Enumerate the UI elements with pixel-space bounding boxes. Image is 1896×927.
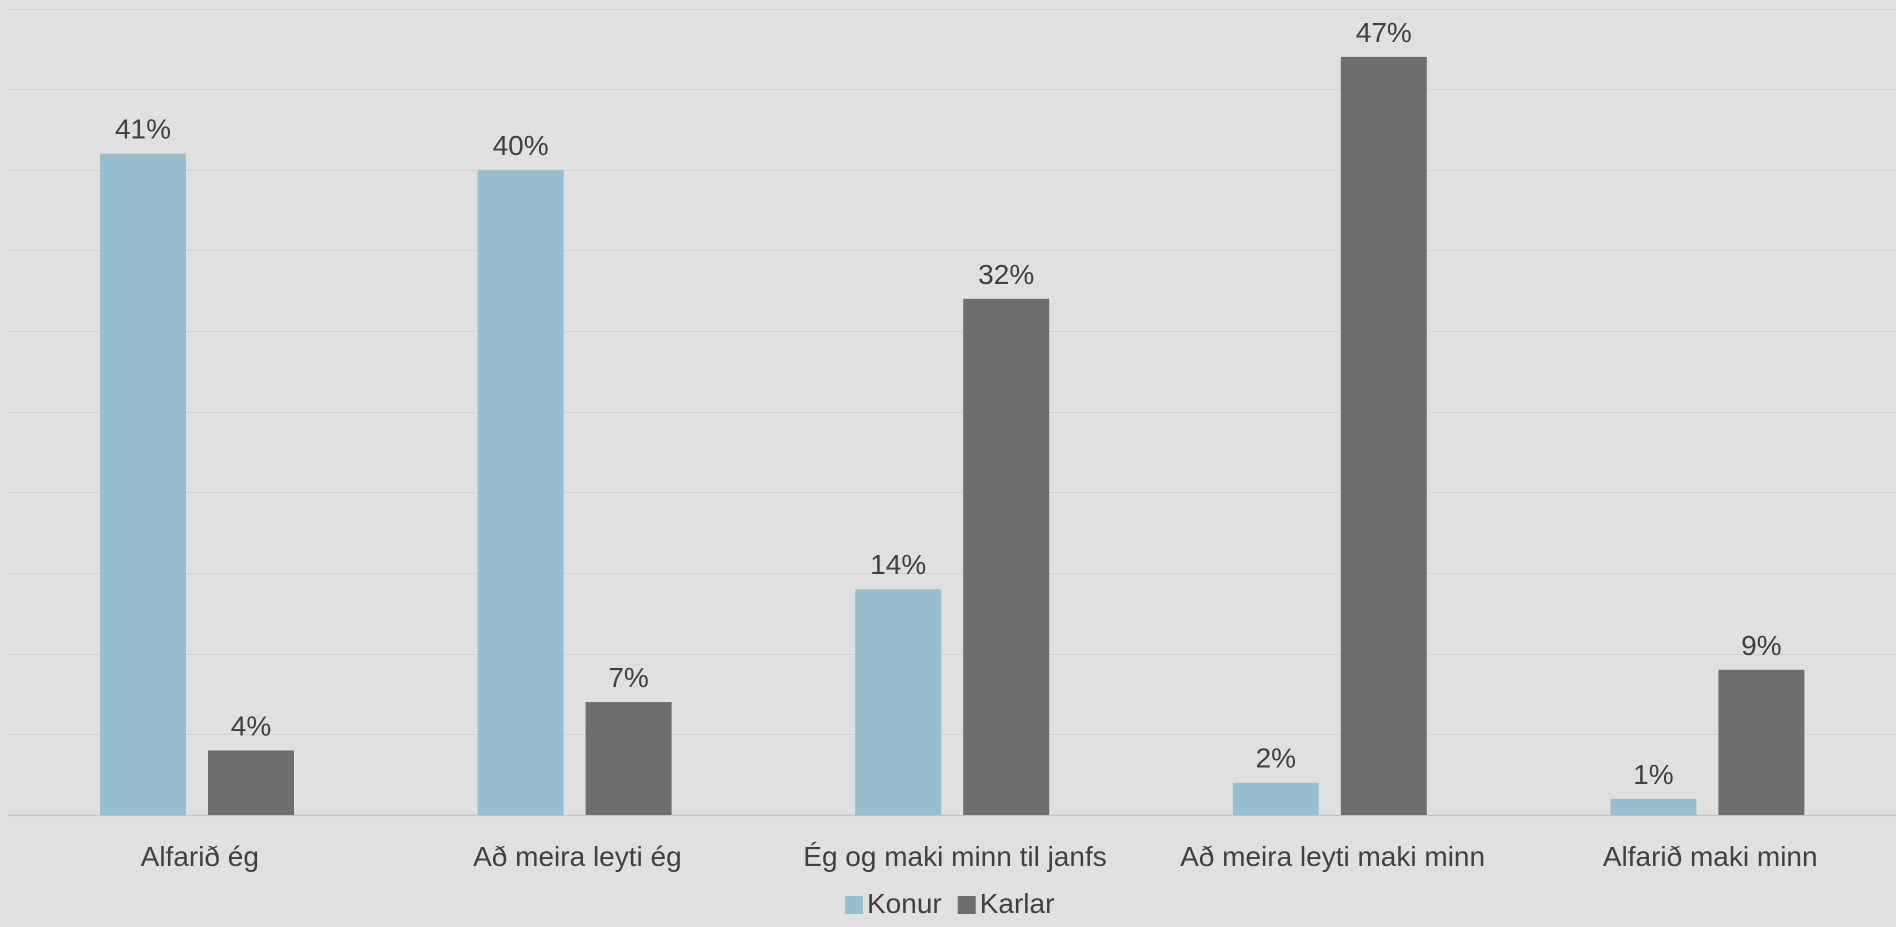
- bars: [100, 56, 1805, 816]
- bar-karlar-2: [585, 702, 672, 815]
- bar-karlar-1: [208, 750, 294, 815]
- legend: Konur Karlar: [845, 888, 1054, 919]
- data-label-karlar-1: 4%: [231, 710, 271, 741]
- data-label-konur-1: 41%: [115, 114, 171, 145]
- bar-karlar-3: [963, 298, 1050, 816]
- data-label-konur-5: 1%: [1633, 759, 1673, 790]
- data-label-karlar-5: 9%: [1741, 630, 1781, 661]
- category-label-3: Ég og maki minn til janfs: [803, 841, 1106, 872]
- data-label-konur-4: 2%: [1256, 743, 1296, 774]
- category-labels: Alfarið ég Að meira leyti ég Ég og maki mi…: [141, 841, 1818, 872]
- data-label-karlar-4: 47%: [1356, 17, 1412, 48]
- data-label-karlar-3: 32%: [978, 259, 1034, 290]
- category-label-5: Alfarið maki minn: [1603, 841, 1818, 872]
- gridlines: [8, 9, 1896, 817]
- bar-karlar-4: [1340, 56, 1427, 815]
- legend-label-konur: Konur: [867, 888, 942, 919]
- data-labels: 41% 4% 40% 7% 14% 32% 2% 47% 1% 9%: [115, 17, 1782, 790]
- data-label-konur-2: 40%: [493, 130, 549, 161]
- legend-label-karlar: Karlar: [980, 888, 1055, 919]
- bar-konur-5: [1610, 798, 1697, 815]
- category-label-4: Að meira leyti maki minn: [1180, 841, 1485, 872]
- data-label-karlar-2: 7%: [608, 662, 648, 693]
- bar-konur-4: [1232, 782, 1319, 815]
- bar-konur-1: [100, 153, 186, 816]
- category-label-2: Að meira leyti ég: [473, 841, 682, 872]
- category-label-1: Alfarið ég: [141, 841, 259, 872]
- legend-swatch-konur: [845, 896, 863, 914]
- legend-swatch-karlar: [957, 896, 976, 914]
- data-label-konur-3: 14%: [870, 549, 926, 580]
- bar-karlar-5: [1718, 669, 1805, 815]
- bar-konur-2: [477, 169, 564, 816]
- bar-konur-3: [855, 589, 942, 815]
